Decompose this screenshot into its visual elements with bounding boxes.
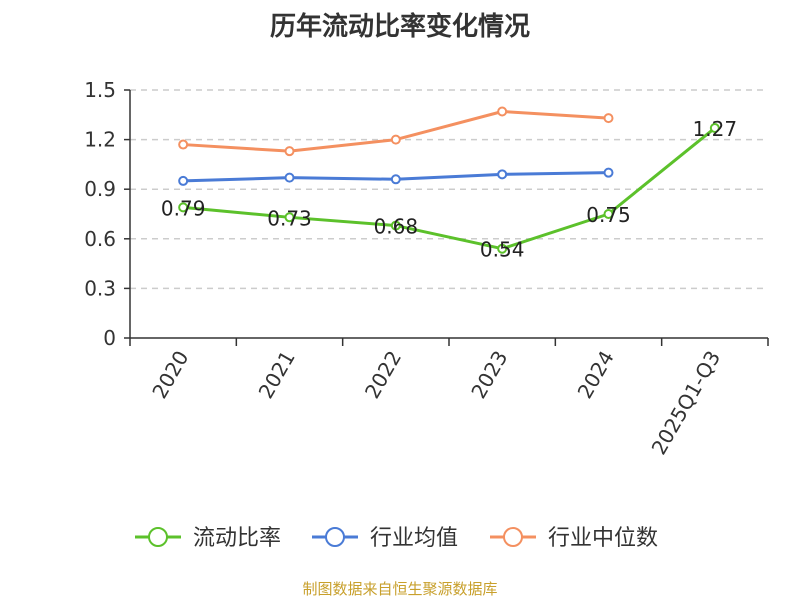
x-tick-label: 2025Q1-Q3 (646, 347, 725, 459)
series-line[interactable] (183, 126, 716, 251)
legend-marker[interactable] (503, 527, 523, 547)
data-labels: 0.79 0.73 0.68 0.54 0.75 1.27 (161, 117, 737, 262)
legend-marker[interactable] (325, 527, 345, 547)
data-point[interactable] (390, 134, 401, 145)
x-tick-label: 2021 (254, 347, 300, 403)
x-tick-label: 2022 (360, 347, 406, 403)
x-tick-label: 2020 (147, 347, 193, 403)
y-tick-label: 0.3 (84, 276, 116, 300)
legend-label[interactable]: 行业中位数 (548, 526, 658, 551)
data-point[interactable] (178, 139, 189, 150)
data-point[interactable] (178, 175, 189, 186)
y-tick-label: 0.9 (84, 177, 116, 201)
series-line[interactable] (183, 109, 609, 153)
source-note: 制图数据来自恒生聚源数据库 (302, 580, 498, 598)
chart-title: 历年流动比率变化情况 (269, 12, 530, 42)
data-point[interactable] (178, 202, 189, 213)
data-point[interactable] (709, 123, 720, 134)
data-point[interactable] (390, 220, 401, 231)
data-point[interactable] (603, 167, 614, 178)
data-point[interactable] (497, 106, 508, 117)
data-point[interactable] (603, 113, 614, 124)
data-label: 0.75 (586, 203, 631, 227)
legend-label[interactable]: 流动比率 (193, 526, 281, 551)
legend-label[interactable]: 行业均值 (370, 526, 458, 551)
x-tick-label: 2023 (466, 346, 512, 402)
y-tick-label: 1.2 (84, 128, 116, 152)
legend[interactable]: 流动比率 行业均值 行业中位数 (135, 526, 658, 551)
data-point[interactable] (284, 146, 295, 157)
legend-marker[interactable] (148, 527, 168, 547)
data-label: 1.27 (693, 117, 738, 141)
x-tick-label: 2024 (573, 347, 619, 403)
y-tick-label: 0 (103, 326, 116, 350)
data-point[interactable] (497, 243, 508, 254)
axes: 0 0.3 0.6 0.9 1.2 1.5 2020 2021 2022 2023 2024 2025… (84, 78, 769, 459)
grid-lines (130, 89, 768, 290)
data-point[interactable] (284, 172, 295, 183)
data-label: 0.79 (161, 196, 206, 220)
data-point[interactable] (603, 209, 614, 219)
data-label: 0.54 (480, 238, 525, 262)
data-point[interactable] (284, 212, 295, 223)
data-label: 0.68 (374, 215, 419, 239)
data-point[interactable] (497, 169, 508, 180)
y-tick-label: 0.6 (84, 227, 116, 251)
series-lines (178, 106, 720, 254)
data-point[interactable] (390, 174, 401, 185)
y-tick-label: 1.5 (84, 78, 116, 102)
data-label: 0.73 (267, 206, 312, 230)
